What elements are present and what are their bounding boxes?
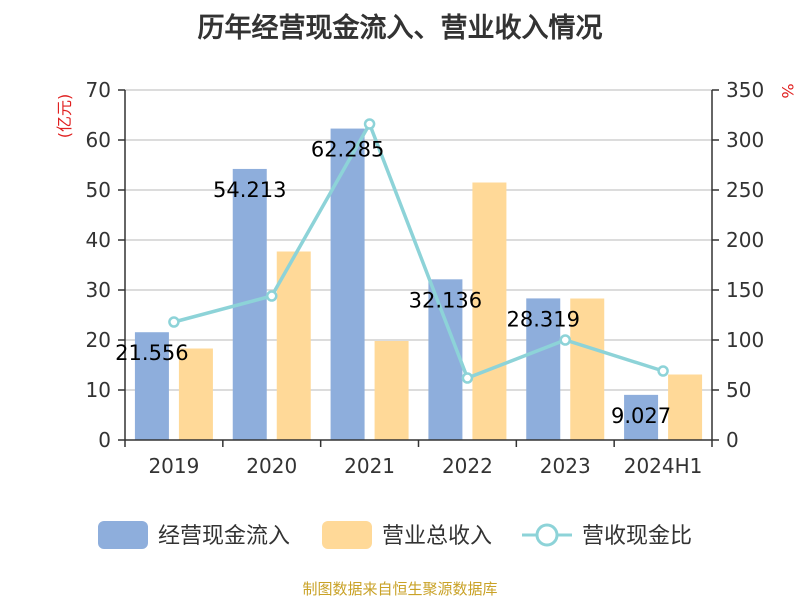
left-tick-label: 0 — [98, 428, 111, 452]
x-category-label: 2019 — [148, 454, 199, 478]
legend-swatch-cash-inflow — [98, 521, 148, 549]
ratio-point — [461, 372, 474, 384]
legend-label-ratio: 营收现金比 — [582, 524, 692, 549]
x-category-label: 2022 — [442, 454, 493, 478]
left-tick-label: 60 — [86, 128, 111, 152]
legend-swatch-revenue — [322, 521, 372, 549]
bar-value-label: 62.285 — [311, 138, 384, 162]
source-note: 制图数据来自恒生聚源数据库 — [302, 580, 498, 598]
ratio-point — [657, 365, 669, 377]
x-category-label: 2023 — [540, 454, 591, 478]
left-tick-label: 70 — [86, 78, 111, 102]
ratio-line — [173, 119, 664, 381]
bar-cash-inflow — [428, 279, 463, 440]
bar-value-label: 9.027 — [611, 404, 671, 428]
left-tick-label: 20 — [86, 328, 111, 352]
left-tick-label: 30 — [86, 278, 111, 302]
x-category-label: 2020 — [246, 454, 297, 478]
ratio-point — [266, 290, 278, 302]
bar-cash-inflow — [624, 394, 659, 440]
right-tick-label: 300 — [726, 128, 764, 152]
data-labels: 21.556 54.213 62.285 32.136 28.319 9.027 — [115, 138, 671, 428]
bar-revenue — [178, 348, 213, 440]
bar-cash-inflow — [134, 332, 169, 440]
legend-label-cash-inflow: 经营现金流入 — [158, 524, 290, 549]
bar-revenue — [276, 251, 311, 440]
right-tick-label: 50 — [726, 378, 751, 402]
ratio-line-layer — [168, 118, 669, 384]
legend-marker-ratio — [535, 523, 559, 547]
bar-revenue — [570, 298, 605, 440]
legend: 经营现金流入 营业总收入 营收现金比 — [98, 521, 692, 549]
bar-revenue — [668, 374, 703, 440]
bar-value-label: 54.213 — [213, 178, 286, 202]
bar-revenue — [472, 182, 507, 440]
legend-label-revenue: 营业总收入 — [382, 524, 492, 549]
chart-title: 历年经营现金流入、营业收入情况 — [197, 13, 603, 44]
right-tick-label: 350 — [726, 78, 764, 102]
bar-revenue — [374, 341, 409, 440]
x-category-label: 2024H1 — [624, 454, 703, 478]
right-tick-label: 0 — [726, 428, 739, 452]
right-tick-label: 100 — [726, 328, 764, 352]
bar-cash-inflow — [526, 298, 561, 440]
ratio-point — [363, 118, 376, 130]
ratio-point — [168, 316, 180, 328]
axes: 0 10 20 30 40 50 60 70 0 50 100 150 200 250 300 350 (亿元)… — [55, 78, 797, 478]
right-tick-label: 150 — [726, 278, 764, 302]
bar-cash-inflow — [330, 128, 365, 440]
left-tick-label: 10 — [86, 378, 111, 402]
left-axis-unit: (亿元) — [55, 94, 74, 139]
x-category-label: 2021 — [344, 454, 395, 478]
left-tick-label: 50 — [86, 178, 111, 202]
bar-value-label: 28.319 — [507, 307, 580, 331]
ratio-point — [559, 334, 571, 346]
bar-value-label: 32.136 — [409, 288, 482, 312]
right-tick-label: 250 — [726, 178, 764, 202]
bar-value-label: 21.556 — [115, 341, 188, 365]
bar-layer — [134, 128, 703, 440]
grid-lines — [125, 89, 712, 391]
right-tick-label: 200 — [726, 228, 764, 252]
right-axis-unit: % — [778, 83, 797, 98]
left-tick-label: 40 — [86, 228, 111, 252]
